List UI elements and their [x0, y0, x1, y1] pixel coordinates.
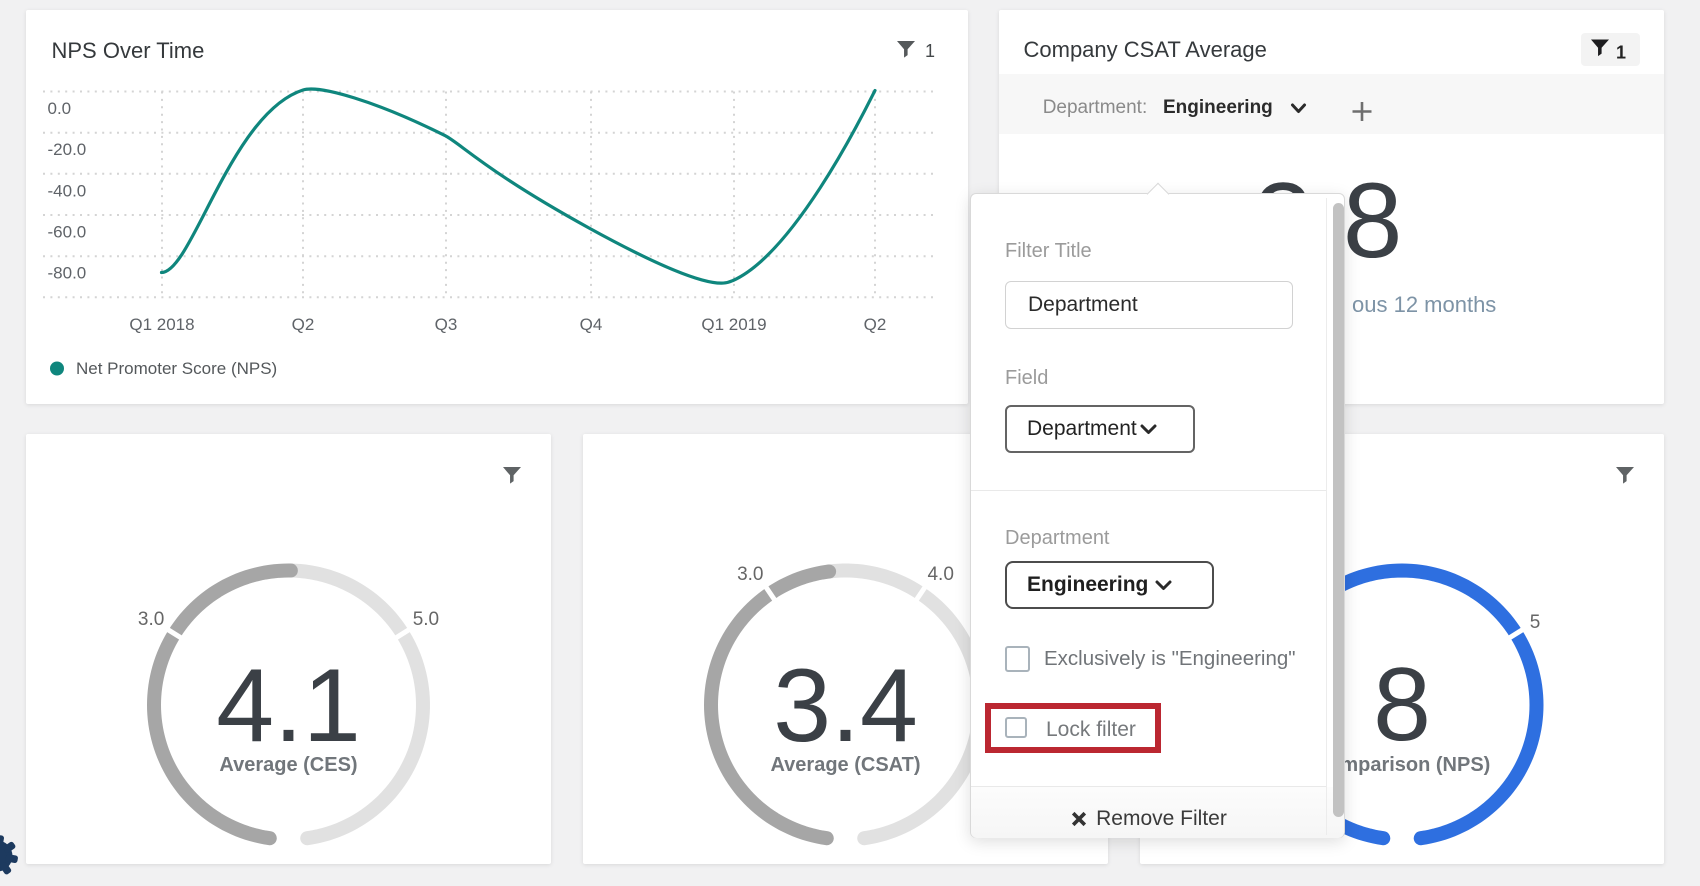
svg-text:Average (CES): Average (CES): [219, 754, 357, 776]
svg-text:4.0: 4.0: [927, 564, 953, 585]
svg-text:-40.0: -40.0: [48, 181, 87, 200]
svg-text:1: 1: [925, 41, 935, 61]
svg-text:3.4: 3.4: [773, 648, 918, 764]
svg-text:NPS Over Time: NPS Over Time: [52, 38, 205, 63]
svg-text:Comparison (NPS): Comparison (NPS): [1314, 754, 1491, 776]
svg-text:5: 5: [1530, 612, 1541, 633]
svg-text:8: 8: [1373, 647, 1431, 763]
svg-text:Q4: Q4: [580, 315, 603, 334]
svg-text:Average (CSAT): Average (CSAT): [770, 754, 920, 776]
svg-text:-20.0: -20.0: [48, 140, 87, 159]
svg-text:Company CSAT Average: Company CSAT Average: [1024, 37, 1267, 62]
svg-text:Q3: Q3: [435, 315, 458, 334]
svg-text:Net Promoter Score (NPS): Net Promoter Score (NPS): [76, 359, 277, 378]
svg-text:Engineering: Engineering: [1163, 97, 1273, 118]
svg-text:Q1 2019: Q1 2019: [701, 315, 766, 334]
svg-text:3.0: 3.0: [138, 609, 164, 630]
svg-text:-80.0: -80.0: [48, 264, 87, 283]
svg-text:4.1: 4.1: [216, 648, 361, 764]
svg-text:Q1 2018: Q1 2018: [129, 315, 194, 334]
svg-text:0.0: 0.0: [48, 99, 72, 118]
svg-text:1: 1: [1616, 43, 1626, 63]
svg-text:5.0: 5.0: [413, 609, 439, 630]
svg-text:3.0: 3.0: [737, 564, 763, 585]
svg-text:ous 12 months: ous 12 months: [1352, 292, 1496, 317]
svg-text:Q2: Q2: [864, 315, 887, 334]
svg-text:Q2: Q2: [292, 315, 315, 334]
svg-text:-60.0: -60.0: [48, 223, 87, 242]
svg-text:Department:: Department:: [1043, 97, 1148, 118]
